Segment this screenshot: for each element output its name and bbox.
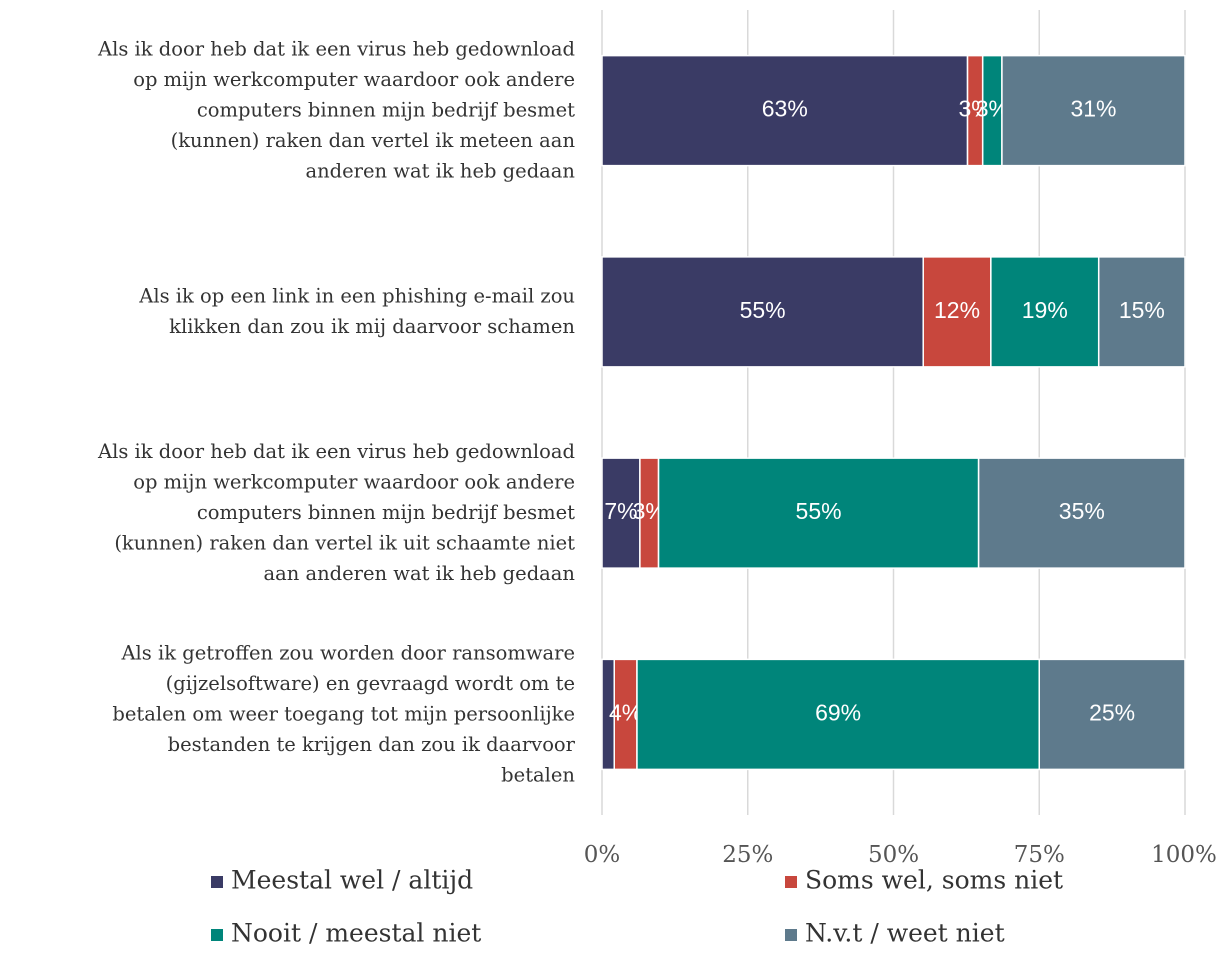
bar-segment <box>601 54 969 167</box>
data-label: 63% <box>762 96 808 122</box>
bar-segment <box>657 457 980 569</box>
bar-segment <box>636 658 1040 771</box>
category-label-line: klikken dan zou ik mij daarvoor schamen <box>169 315 575 338</box>
data-label: 15% <box>1119 297 1165 323</box>
data-label: 12% <box>934 297 980 323</box>
category-label-line: Als ik door heb dat ik een virus heb ged… <box>97 440 575 463</box>
category-label-line: Als ik op een link in een phishing e-mai… <box>138 284 575 307</box>
legend-label: Nooit / meestal niet <box>231 919 481 948</box>
category-label: Als ik door heb dat ik een virus heb ged… <box>97 37 575 182</box>
category-label: Als ik op een link in een phishing e-mai… <box>138 284 575 338</box>
x-tick-label: 75% <box>1014 842 1065 868</box>
category-label-line: anderen wat ik heb gedaan <box>305 159 575 182</box>
category-label-line: computers binnen mijn bedrijf besmet <box>197 98 575 121</box>
category-label-line: bestanden te krijgen dan zou ik daarvoor <box>168 732 576 755</box>
bar-segment <box>1001 54 1186 167</box>
legend-swatch <box>785 929 797 941</box>
category-label-line: betalen om weer toegang tot mijn persoon… <box>112 702 575 725</box>
bar-segment <box>977 457 1186 569</box>
data-label: 25% <box>1089 699 1135 725</box>
data-label: 7% <box>604 498 637 524</box>
legend-label: Soms wel, soms niet <box>805 866 1063 895</box>
data-label: 31% <box>1070 96 1116 122</box>
x-tick-label: 100% <box>1151 842 1217 868</box>
category-label: Als ik getroffen zou worden door ransomw… <box>112 641 575 786</box>
legend-label: Meestal wel / altijd <box>231 866 473 895</box>
category-label-line: computers binnen mijn bedrijf besmet <box>197 501 575 524</box>
category-label-line: (gijzelsoftware) en gevraagd wordt om te <box>166 671 575 694</box>
category-label-line: op mijn werkcomputer waardoor ook andere <box>133 470 575 493</box>
legend-swatch <box>785 876 797 888</box>
data-label: 69% <box>815 699 861 725</box>
category-label-line: (kunnen) raken dan vertel ik uit schaamt… <box>114 531 575 554</box>
data-label: 35% <box>1059 498 1105 524</box>
category-label-line: betalen <box>501 763 575 786</box>
bar-segment <box>601 457 641 569</box>
x-tick-label: 25% <box>722 842 773 868</box>
category-label-line: aan anderen wat ik heb gedaan <box>263 562 575 585</box>
bar-segment <box>1038 658 1186 771</box>
data-label: 19% <box>1022 297 1068 323</box>
bar-segment <box>1097 256 1186 368</box>
category-label: Als ik door heb dat ik een virus heb ged… <box>97 440 575 585</box>
category-label-line: op mijn werkcomputer waardoor ook andere <box>133 68 575 91</box>
category-label-line: Als ik door heb dat ik een virus heb ged… <box>97 37 575 60</box>
category-label-line: Als ik getroffen zou worden door ransomw… <box>120 641 575 664</box>
category-label-line: (kunnen) raken dan vertel ik meteen aan <box>171 129 576 152</box>
bar-segment <box>601 256 924 368</box>
legend-swatch <box>211 876 223 888</box>
x-tick-label: 50% <box>868 842 919 868</box>
data-label: 55% <box>796 498 842 524</box>
data-label: 55% <box>740 297 786 323</box>
legend-swatch <box>211 929 223 941</box>
x-tick-label: 0% <box>584 842 621 868</box>
legend-label: N.v.t / weet niet <box>805 919 1005 948</box>
